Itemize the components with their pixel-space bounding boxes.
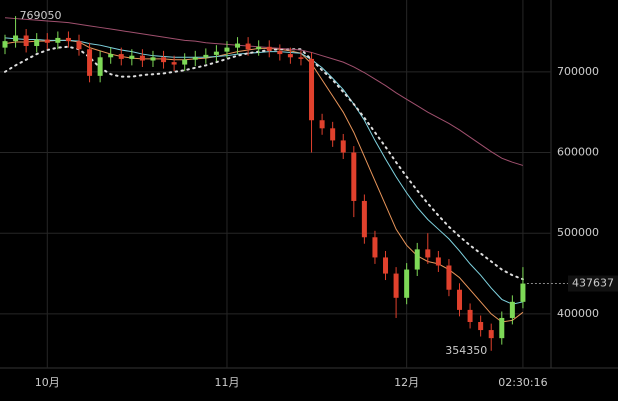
x-tick-label: 02:30:16 bbox=[498, 376, 547, 389]
candle-body bbox=[520, 283, 526, 302]
candle-body bbox=[55, 37, 61, 43]
candle-body bbox=[330, 128, 336, 141]
candle-body bbox=[309, 58, 315, 121]
candle-body bbox=[213, 51, 219, 55]
candle-body bbox=[76, 41, 82, 50]
ma-line bbox=[4, 37, 524, 305]
candle-body bbox=[340, 140, 346, 153]
candle-body bbox=[414, 249, 420, 270]
candle-body bbox=[361, 200, 367, 238]
candle-body bbox=[235, 43, 241, 48]
candle-body bbox=[13, 35, 19, 42]
candle-body bbox=[319, 120, 325, 129]
candle-body bbox=[499, 317, 505, 339]
candle-body bbox=[393, 273, 399, 298]
price-box bbox=[568, 275, 618, 292]
candle-body bbox=[457, 289, 463, 310]
candle-body bbox=[192, 57, 198, 60]
candle-body bbox=[277, 50, 283, 55]
candle-body bbox=[23, 35, 29, 46]
candle-body bbox=[266, 46, 272, 51]
min-label: 354350 bbox=[445, 344, 487, 357]
candle-body bbox=[65, 37, 71, 42]
candle-body bbox=[298, 57, 304, 59]
y-tick-label: 700000 bbox=[557, 65, 599, 78]
candle-body bbox=[171, 62, 177, 65]
candle-body bbox=[139, 55, 145, 61]
candle-body bbox=[245, 43, 251, 50]
candle-body bbox=[34, 39, 40, 46]
candle-body bbox=[129, 55, 135, 59]
y-tick-label: 400000 bbox=[557, 307, 599, 320]
candle-body bbox=[372, 237, 378, 258]
candle-body bbox=[44, 39, 50, 43]
max-label: 769050 bbox=[20, 9, 62, 22]
candle-body bbox=[203, 54, 209, 58]
candle-body bbox=[256, 46, 262, 50]
candle-body bbox=[425, 249, 431, 258]
candle-body bbox=[108, 54, 114, 58]
candle-body bbox=[97, 57, 103, 76]
candle-body bbox=[435, 257, 441, 266]
candle-body bbox=[87, 49, 93, 76]
candle-body bbox=[404, 269, 410, 298]
x-tick-label: 11月 bbox=[214, 376, 239, 389]
candle-body bbox=[224, 47, 230, 52]
candle-body bbox=[351, 152, 357, 201]
candle-body bbox=[509, 301, 515, 318]
candle-body bbox=[2, 41, 8, 48]
price-label: 437637 bbox=[572, 277, 614, 290]
candle-body bbox=[488, 330, 494, 339]
ma-line bbox=[4, 17, 524, 166]
candle-body bbox=[467, 309, 473, 322]
candle-body bbox=[118, 54, 124, 59]
y-tick-label: 500000 bbox=[557, 226, 599, 239]
y-tick-label: 600000 bbox=[557, 146, 599, 159]
candle-body bbox=[478, 322, 484, 331]
x-tick-label: 10月 bbox=[35, 376, 60, 389]
candle-body bbox=[446, 265, 452, 290]
candle-body bbox=[383, 257, 389, 274]
candle-body bbox=[161, 57, 167, 63]
x-tick-label: 12月 bbox=[394, 376, 419, 389]
candle-body bbox=[182, 59, 188, 65]
candle-body bbox=[150, 57, 156, 61]
candle-body bbox=[287, 54, 293, 58]
